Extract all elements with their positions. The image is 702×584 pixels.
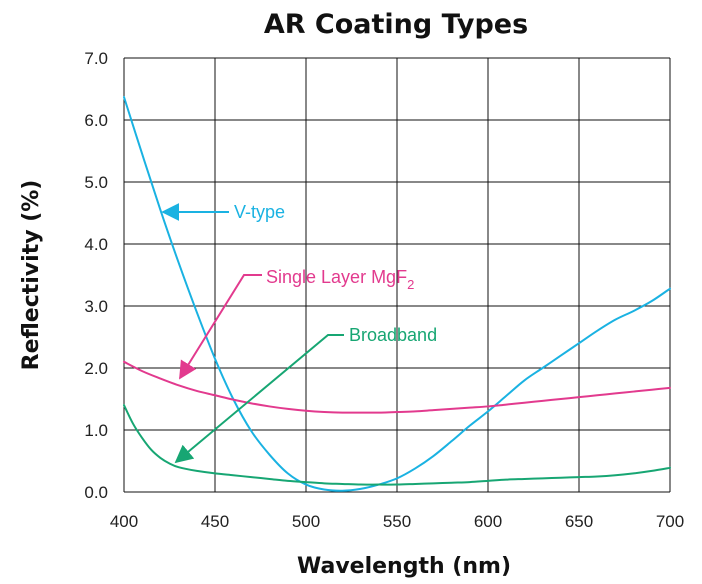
series-line-v-type — [123, 96, 671, 492]
series-line-single-layer-mgf2 — [123, 360, 671, 414]
x-tick-label-500: 500 — [292, 512, 320, 531]
annotation-broadband: Broadband — [174, 325, 437, 464]
annotation-single-layer-text: Single Layer MgF — [266, 267, 407, 287]
annotation-single-layer-leader — [179, 274, 262, 380]
y-tick-label-7: 7.0 — [84, 49, 108, 68]
x-tick-label-650: 650 — [565, 512, 593, 531]
annotation-v-type-label: V-type — [234, 202, 285, 222]
y-tick-label-4: 4.0 — [84, 235, 108, 254]
annotation-single-layer-subscript: 2 — [407, 277, 414, 292]
y-tick-label-2: 2.0 — [84, 359, 108, 378]
annotation-single-layer: Single Layer MgF2 — [179, 267, 414, 380]
series-group — [123, 96, 671, 492]
x-tick-label-450: 450 — [201, 512, 229, 531]
y-tick-labels: 0.0 1.0 2.0 3.0 4.0 5.0 6.0 7.0 — [84, 49, 108, 502]
x-axis-title: Wavelength (nm) — [297, 554, 511, 579]
chart-title: AR Coating Types — [264, 9, 528, 40]
x-tick-label-600: 600 — [474, 512, 502, 531]
y-axis-title: Reflectivity (%) — [19, 180, 44, 371]
annotation-single-layer-label: Single Layer MgF2 — [266, 267, 414, 292]
y-tick-label-1: 1.0 — [84, 421, 108, 440]
y-tick-label-5: 5.0 — [84, 173, 108, 192]
x-tick-labels: 400 450 500 550 600 650 700 — [110, 512, 684, 531]
grid — [123, 57, 671, 493]
y-tick-label-3: 3.0 — [84, 297, 108, 316]
annotation-broadband-leader — [174, 334, 344, 464]
y-tick-label-6: 6.0 — [84, 111, 108, 130]
annotation-broadband-label: Broadband — [349, 325, 437, 345]
x-tick-label-400: 400 — [110, 512, 138, 531]
annotation-v-type: V-type — [161, 202, 285, 222]
x-tick-label-700: 700 — [656, 512, 684, 531]
y-tick-label-0: 0.0 — [84, 483, 108, 502]
series-line-broadband — [123, 404, 671, 486]
x-tick-label-550: 550 — [383, 512, 411, 531]
